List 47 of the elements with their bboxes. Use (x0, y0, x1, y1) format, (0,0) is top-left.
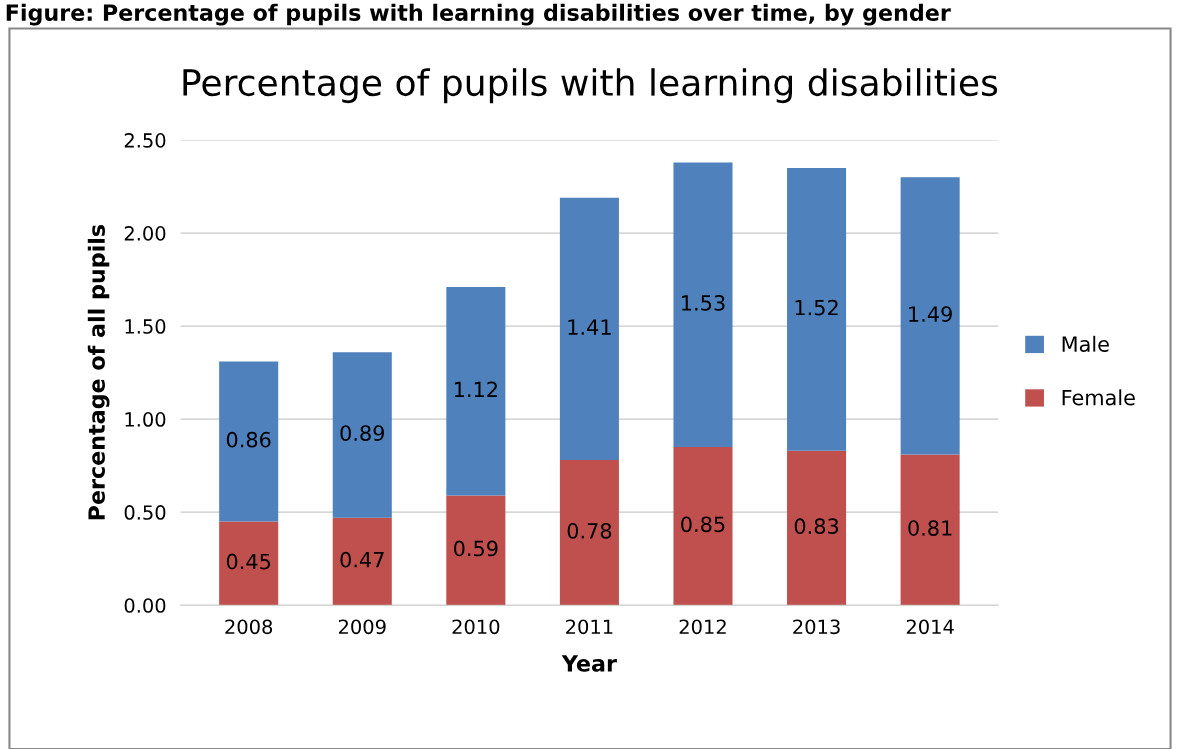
data-label: 1.49 (909, 306, 952, 322)
data-label: 1.53 (682, 295, 725, 311)
y-tick-label: 1.00 (125, 412, 166, 427)
chart-title: Percentage of pupils with learning disabilities (183, 68, 998, 104)
data-label: 0.45 (226, 553, 271, 570)
bar (673, 447, 733, 606)
y-tick-label: 0.50 (124, 505, 166, 520)
data-label: 1.12 (454, 381, 497, 397)
bar (332, 352, 392, 518)
bar (900, 454, 960, 606)
data-label: 0.81 (908, 520, 952, 536)
y-tick-label: 1.50 (125, 319, 166, 334)
bar (219, 361, 279, 522)
data-label: 1.52 (795, 299, 838, 316)
bar (446, 287, 506, 496)
text: Figure: Percentage of pupils with learning disabilities over time, by gender (6, 3, 951, 26)
legend-label: Female (1062, 389, 1135, 406)
y-axis-title: Percentage of all pupils (87, 224, 110, 520)
x-tick-label: 2014 (906, 619, 954, 635)
x-tick-label: 2013 (793, 619, 840, 635)
bar (787, 450, 847, 606)
x-tick-label: 2008 (225, 619, 273, 635)
y-tick-label: 2.00 (124, 226, 166, 241)
y-tick-label: 2.50 (124, 133, 166, 148)
bar (559, 460, 619, 606)
bar (332, 517, 392, 606)
data-label: 0.86 (226, 431, 271, 448)
legend-label: Male (1062, 335, 1109, 352)
bar (900, 177, 960, 455)
x-tick-label: 2009 (338, 619, 386, 635)
x-tick-label: 2012 (679, 619, 726, 635)
bar (787, 167, 847, 451)
x-axis-title: Year (561, 655, 617, 672)
y-tick-label: 0.00 (124, 598, 166, 613)
x-tick-label: 2011 (566, 619, 613, 635)
bar (219, 521, 279, 606)
data-label: 0.59 (454, 540, 498, 557)
bar (446, 495, 506, 606)
data-label: 0.85 (681, 516, 725, 533)
data-label: 0.78 (567, 522, 612, 539)
bar (673, 162, 733, 448)
data-label: 0.89 (340, 425, 384, 441)
data-label: 0.47 (340, 551, 384, 568)
bar (559, 197, 619, 461)
data-label: 1.41 (568, 319, 611, 335)
data-label: 0.83 (794, 518, 839, 535)
x-tick-label: 2010 (452, 619, 500, 635)
